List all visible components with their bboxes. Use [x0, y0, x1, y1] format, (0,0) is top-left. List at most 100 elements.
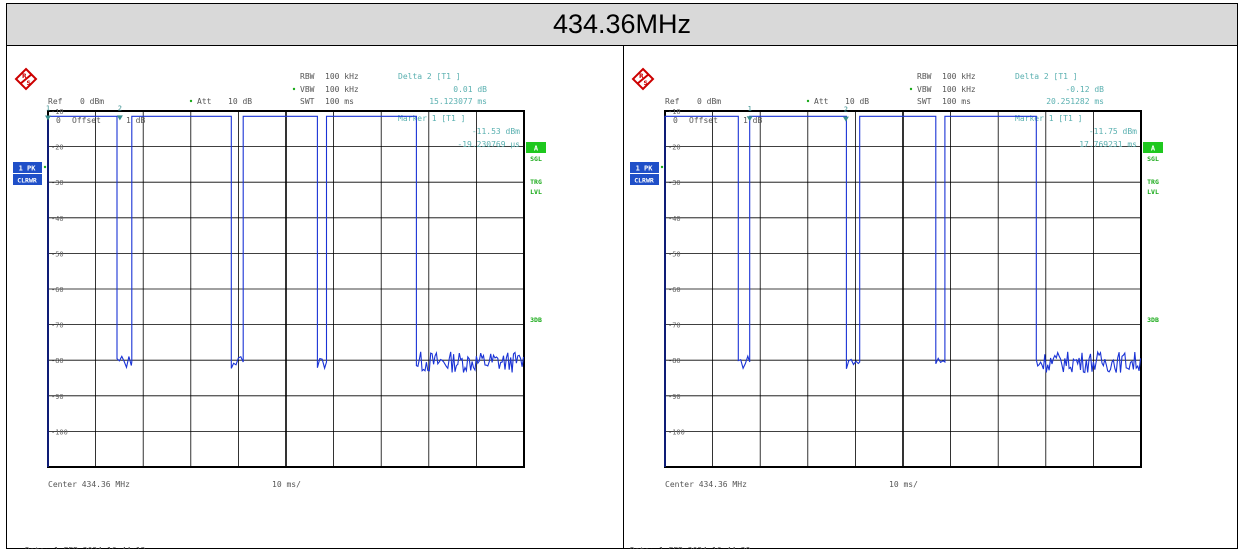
y-tick-label: -10 — [668, 108, 681, 116]
analyzer-screen-1: R S RBW 100 kHz VBW 100 kHz SWT 100 ms Ref 0 dBm A… — [7, 46, 623, 549]
ref-value: 0 dBm — [80, 97, 104, 106]
trace-indicator-icon — [660, 165, 664, 169]
analyzer-svg: RS RBW 100 kHz VBW 100 kHz SWT 100 ms Ref 0 dBm A… — [13, 67, 546, 549]
center-frequency-label: Center 434.36 MHz — [48, 480, 130, 489]
rs-logo-r: R — [22, 73, 27, 80]
trace-badge-box — [630, 162, 659, 173]
y-tick-label: -80 — [668, 357, 681, 365]
y-tick-label: -50 — [668, 250, 681, 258]
vbw-indicator-icon — [909, 87, 913, 91]
vbw-value: 100 kHz — [942, 85, 976, 94]
y-tick-label: -40 — [668, 215, 681, 223]
trace-indicator-icon — [43, 165, 47, 169]
trace-badge: 1 PK — [636, 165, 654, 173]
marker-2-label: 2 — [118, 104, 122, 112]
date-label: Date: 1.FEB.2024 16:44:12 — [25, 546, 146, 549]
mode-a-box — [1143, 142, 1163, 153]
att-value: 10 dB — [845, 97, 869, 106]
rbw-value: 100 kHz — [942, 72, 976, 81]
ref-value: 0 dBm — [697, 97, 721, 106]
marker-1-label: 1 — [748, 105, 752, 113]
att-indicator-icon — [806, 99, 810, 103]
rs-logo-slash — [19, 73, 33, 85]
y-tick-label: -60 — [51, 286, 64, 294]
trace-mode-box — [13, 174, 42, 185]
marker-value: -11.53 dBm — [472, 127, 520, 136]
db3-label: 3DB — [1147, 316, 1159, 324]
panel-divider — [623, 46, 624, 549]
date-label: Date: 1.FEB.2024 16:44:29 — [630, 546, 751, 549]
rs-logo-r: R — [639, 73, 644, 80]
offset-label: Offset — [689, 116, 718, 125]
report-frame: 434.36MHz R S RBW 100 kHz VBW 100 kHz SWT 100 m… — [6, 3, 1238, 549]
trace-badge-box — [13, 162, 42, 173]
marker-1-icon — [746, 116, 753, 122]
vbw-label: VBW — [300, 85, 315, 94]
y-tick-label: -40 — [51, 215, 64, 223]
trg-label: TRG — [530, 178, 542, 186]
zero-label: 0 — [673, 116, 678, 125]
sgl-label: SGL — [530, 155, 542, 163]
y-tick-label: -90 — [668, 393, 681, 401]
y-tick-label: -100 — [668, 428, 685, 436]
rs-logo-icon: RS — [631, 67, 655, 91]
ref-label: Ref — [48, 97, 63, 106]
y-tick-label: -20 — [668, 144, 681, 152]
lvl-label: LVL — [1147, 188, 1159, 196]
rs-logo-s: S — [644, 80, 648, 87]
y-tick-label: -30 — [51, 179, 64, 187]
y-tick-label: -70 — [668, 322, 681, 330]
rbw-value: 100 kHz — [325, 72, 359, 81]
y-tick-label: -90 — [51, 393, 64, 401]
offset-value: 1 dB — [126, 116, 145, 125]
marker-title: Marker 1 [T1 ] — [1015, 114, 1082, 123]
vbw-indicator-icon — [292, 87, 296, 91]
frequency-title: 434.36MHz — [7, 4, 1237, 46]
marker-2-label: 2 — [844, 106, 848, 114]
att-indicator-icon — [189, 99, 193, 103]
lvl-label: LVL — [530, 188, 542, 196]
delta-value: 0.01 dB — [453, 85, 487, 94]
trace-mode-box — [630, 174, 659, 185]
rs-logo-s: S — [27, 80, 31, 87]
y-tick-label: -70 — [51, 322, 64, 330]
span-label: 10 ms/ — [272, 480, 301, 489]
att-value: 10 dB — [228, 97, 252, 106]
marker-time: 17.769231 ms — [1079, 140, 1137, 149]
offset-label: Offset — [72, 116, 101, 125]
y-tick-label: -100 — [51, 428, 68, 436]
db3-label: 3DB — [530, 316, 542, 324]
vbw-value: 100 kHz — [325, 85, 359, 94]
marker-2-icon — [842, 116, 849, 122]
y-tick-label: -10 — [51, 108, 64, 116]
mode-a-box — [526, 142, 546, 153]
y-tick-label: -20 — [51, 144, 64, 152]
y-tick-label: -80 — [51, 357, 64, 365]
analyzer-svg: RS RBW 100 kHz VBW 100 kHz SWT 100 ms Ref 0 dBm A… — [630, 67, 1163, 549]
zero-label: 0 — [56, 116, 61, 125]
swt-label: SWT — [300, 97, 315, 106]
trace-mode: CLRWR — [17, 177, 37, 185]
vbw-label: VBW — [917, 85, 932, 94]
rs-logo-icon: RS — [14, 67, 38, 91]
delta-value: -0.12 dB — [1065, 85, 1104, 94]
analyzer-screen-2: R S RBW 100 kHz VBW 100 kHz SWT 100 ms Ref 0 dBm A… — [624, 46, 1240, 549]
swt-label: SWT — [917, 97, 932, 106]
y-tick-label: -30 — [668, 179, 681, 187]
trg-label: TRG — [1147, 178, 1159, 186]
marker-1-icon — [45, 115, 51, 121]
rbw-label: RBW — [917, 72, 932, 81]
marker-1-label: 1 — [46, 104, 50, 112]
y-tick-label: -60 — [668, 286, 681, 294]
span-label: 10 ms/ — [889, 480, 918, 489]
mode-a-label: A — [534, 145, 539, 153]
rbw-label: RBW — [300, 72, 315, 81]
delta-time: 15.123077 ms — [429, 97, 487, 106]
mode-a-label: A — [1151, 145, 1156, 153]
rs-logo-slash — [636, 73, 650, 85]
trace-line — [664, 115, 1142, 467]
delta-time: 20.251282 ms — [1046, 97, 1104, 106]
trace-line — [47, 115, 525, 467]
marker-value: -11.75 dBm — [1089, 127, 1137, 136]
sgl-label: SGL — [1147, 155, 1159, 163]
